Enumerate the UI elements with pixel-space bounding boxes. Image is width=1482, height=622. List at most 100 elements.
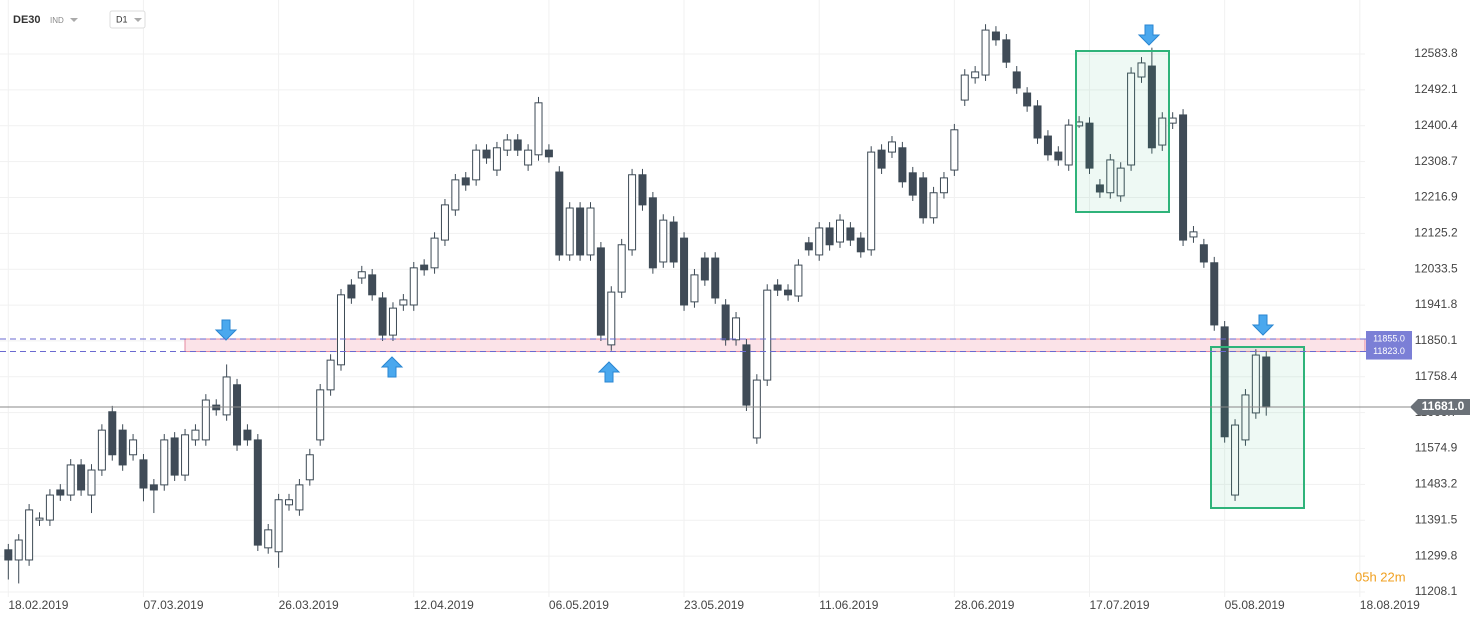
highlight-box — [1210, 346, 1305, 509]
zone-label: 11823.0 — [1373, 346, 1405, 356]
candle-body — [1106, 159, 1115, 194]
x-tick-label: 26.03.2019 — [279, 598, 339, 612]
highlight-box — [1075, 50, 1170, 213]
candle-body — [1189, 231, 1198, 238]
candle-body — [971, 71, 980, 79]
x-tick-label: 07.03.2019 — [143, 598, 203, 612]
candle-body — [690, 274, 699, 303]
candle-body — [555, 171, 564, 256]
candle-body — [139, 459, 148, 489]
y-tick-label: 11483.2 — [1415, 477, 1458, 491]
candle-body — [201, 399, 210, 441]
candle-body — [482, 149, 491, 159]
candle-body — [1137, 62, 1146, 78]
candle-body — [628, 174, 637, 251]
x-tick-label: 05.08.2019 — [1225, 598, 1285, 612]
candle-body — [66, 464, 75, 496]
x-tick-label: 06.05.2019 — [549, 598, 609, 612]
candle-body — [347, 284, 356, 299]
candle-body — [815, 227, 824, 256]
y-tick-label: 12492.1 — [1414, 82, 1458, 96]
candle-body — [877, 149, 886, 169]
candle-body — [420, 264, 429, 271]
interval-dropdown[interactable] — [109, 10, 146, 29]
candle-body — [596, 247, 605, 336]
candle-body — [950, 129, 959, 171]
candle-body — [929, 192, 938, 219]
candle-body — [1147, 65, 1156, 149]
candle-body — [1002, 39, 1011, 63]
candle-body — [492, 147, 501, 171]
candle-body — [981, 29, 990, 76]
candle-body — [544, 149, 553, 158]
candle-body — [898, 147, 907, 183]
last-price-label: 11681.0 — [1422, 399, 1465, 413]
symbol: DE30 — [13, 14, 41, 26]
candle-body — [939, 177, 948, 194]
up-arrow — [380, 356, 404, 378]
grid: 12583.8 12492.1 12400.4 12308.7 12216.9 12125… — [0, 0, 1458, 612]
overlay: 11855.0 11823.0 11681.0 — [0, 331, 1470, 416]
zone-label-box — [1366, 331, 1412, 360]
candle-body — [336, 294, 345, 366]
candle-body — [461, 177, 470, 186]
candle-body — [1168, 117, 1177, 124]
y-tick-label: 11850.1 — [1415, 333, 1458, 347]
candle-body — [856, 237, 865, 253]
candle-body — [1158, 117, 1167, 146]
candle-body — [638, 174, 647, 206]
candle-body — [1095, 184, 1104, 193]
candle-body — [1085, 122, 1094, 169]
candle-body — [1012, 71, 1021, 89]
candle-body — [399, 299, 408, 306]
candle-body — [305, 454, 314, 481]
dropdown-caret[interactable] — [70, 18, 78, 22]
candle-body — [773, 284, 782, 291]
candle-body — [565, 207, 574, 256]
last-price-badge — [1410, 399, 1470, 416]
candle-body — [1054, 151, 1063, 161]
candle-body — [1043, 135, 1052, 156]
y-tick-label: 11299.8 — [1415, 548, 1458, 562]
candle-body — [867, 151, 876, 251]
candle-body — [659, 219, 668, 263]
candle-body — [513, 139, 522, 151]
candle-body — [14, 539, 23, 561]
x-tick-label: 18.02.2019 — [8, 598, 68, 612]
candle-body — [409, 267, 418, 306]
x-tick-label: 28.06.2019 — [954, 598, 1014, 612]
candle-body — [846, 227, 855, 241]
x-tick-label: 18.08.2019 — [1360, 598, 1420, 612]
support-zone — [184, 338, 1366, 353]
candle-body — [295, 484, 304, 511]
candle-body — [316, 389, 325, 441]
candle-body — [170, 437, 179, 476]
candle-body — [191, 429, 200, 441]
candle-body — [711, 257, 720, 299]
y-tick-label: 12583.8 — [1414, 46, 1458, 60]
x-tick-label: 17.07.2019 — [1090, 598, 1150, 612]
candle-body — [1064, 124, 1073, 166]
candle-body — [503, 139, 512, 151]
candle-body — [222, 376, 231, 416]
candle-body — [1210, 262, 1219, 326]
arrows — [214, 24, 1275, 383]
candle-body — [742, 344, 751, 406]
candle-body — [680, 237, 689, 306]
candle-body — [1179, 114, 1188, 241]
candle-body — [264, 529, 273, 549]
candle-body — [1023, 92, 1032, 107]
candle-body — [794, 264, 803, 297]
y-tick-label: 11208.1 — [1415, 584, 1458, 598]
candle-body — [108, 411, 117, 456]
y-tick-label: 12125.2 — [1414, 226, 1458, 240]
candle-body — [1251, 354, 1260, 414]
up-arrow — [597, 361, 621, 383]
candle-body — [607, 291, 616, 346]
candle-body — [357, 271, 366, 279]
candle-body — [752, 379, 761, 439]
y-tick-label: 11941.8 — [1415, 297, 1458, 311]
candle-body — [700, 257, 709, 281]
candle-body — [576, 207, 585, 256]
candle-body — [56, 489, 65, 496]
